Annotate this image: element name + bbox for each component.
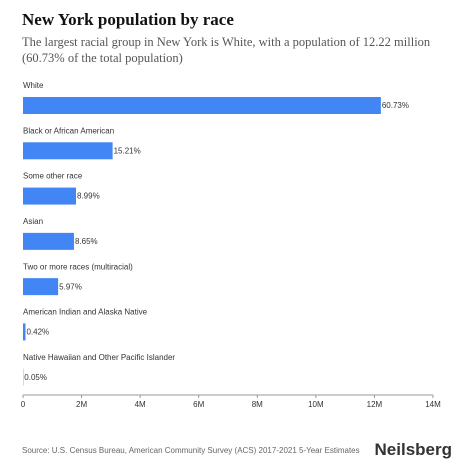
bar-value-label: 0.42% [26, 328, 49, 337]
x-tick-label: 14M [425, 400, 441, 409]
chart-title: New York population by race [22, 10, 234, 29]
x-tick-label: 6M [193, 400, 204, 409]
bar [23, 323, 26, 341]
bar [23, 278, 59, 296]
x-tick-label: 0 [21, 400, 26, 409]
bar [23, 142, 113, 160]
x-tick-label: 8M [252, 400, 263, 409]
bar [23, 232, 74, 250]
chart-subtitle: The largest racial group in New York is … [22, 35, 431, 65]
bar-value-label: 5.97% [59, 282, 82, 291]
category-label: Two or more races (multiracial) [23, 262, 133, 271]
bar-value-label: 8.65% [75, 237, 98, 246]
x-tick-label: 4M [135, 400, 146, 409]
category-label: Asian [23, 217, 43, 226]
bar-value-label: 60.73% [382, 101, 409, 110]
source-note: Source: U.S. Census Bureau, American Com… [22, 446, 360, 455]
bar [23, 97, 381, 114]
category-label: Native Hawaiian and Other Pacific Island… [23, 353, 175, 362]
x-tick-label: 2M [76, 400, 87, 409]
category-label: Some other race [23, 172, 83, 181]
brand-logo: Neilsberg [374, 440, 452, 459]
x-tick-label: 12M [367, 400, 383, 409]
bar-value-label: 0.05% [24, 373, 47, 382]
bar-value-label: 15.21% [114, 146, 141, 155]
bar-value-label: 8.99% [77, 192, 100, 201]
category-label: White [23, 81, 44, 90]
category-label: Black or African American [23, 126, 114, 135]
bar [23, 187, 77, 205]
x-tick-label: 10M [308, 400, 324, 409]
category-label: American Indian and Alaska Native [23, 308, 148, 317]
